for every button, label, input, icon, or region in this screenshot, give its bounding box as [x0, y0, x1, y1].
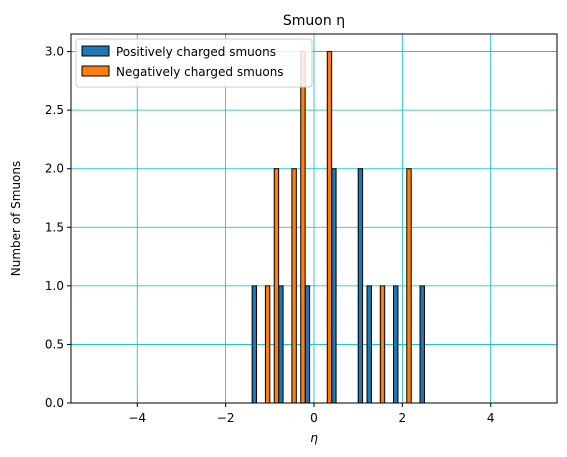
histogram-bar: [331, 168, 337, 404]
histogram-bar: [291, 168, 297, 404]
y-tick-label: 3.0: [45, 45, 64, 59]
x-axis-label: η: [310, 431, 318, 445]
histogram-bar: [300, 51, 306, 404]
legend-swatch-positive: [81, 45, 110, 57]
x-tick-label: −4: [128, 411, 146, 425]
legend-label-positive: Positively charged smuons: [116, 45, 276, 59]
y-tick-label: 0.5: [45, 337, 64, 351]
histogram-bar: [379, 285, 386, 404]
histogram-bar: [393, 285, 399, 404]
grid: [71, 34, 557, 404]
x-tick-label: −2: [217, 411, 235, 425]
legend-label-negative: Negatively charged smuons: [116, 65, 284, 79]
y-tick-label: 1.0: [45, 279, 64, 293]
y-tick-label: 1.5: [45, 220, 64, 234]
histogram-bar: [264, 285, 271, 404]
legend-box: [75, 38, 313, 88]
histogram-bar: [366, 285, 372, 404]
histogram-bar: [273, 168, 280, 404]
histogram-bar: [326, 51, 333, 404]
axis-ticks: −4 −2 0 2 4 0.0 0.5 1.0 1.5 2.0 2.5 3.0: [45, 45, 495, 425]
legend: Positively charged smuons Negatively cha…: [75, 38, 313, 88]
histogram-bar: [419, 285, 425, 404]
histogram-bar: [278, 285, 284, 404]
y-axis-label: Number of Smuons: [9, 161, 23, 277]
y-tick-label: 2.0: [45, 162, 64, 176]
x-tick-label: 0: [310, 411, 318, 425]
histogram-bar: [357, 168, 364, 404]
histogram-bar: [406, 168, 412, 404]
x-tick-label: 2: [399, 411, 407, 425]
legend-swatch-negative: [81, 65, 110, 77]
x-tick-label: 4: [487, 411, 495, 425]
y-tick-label: 2.5: [45, 103, 64, 117]
chart-title: Smuon η: [283, 13, 345, 29]
histogram-bar: [304, 285, 311, 404]
y-tick-label: 0.0: [45, 396, 64, 410]
histogram-bar: [251, 285, 258, 404]
